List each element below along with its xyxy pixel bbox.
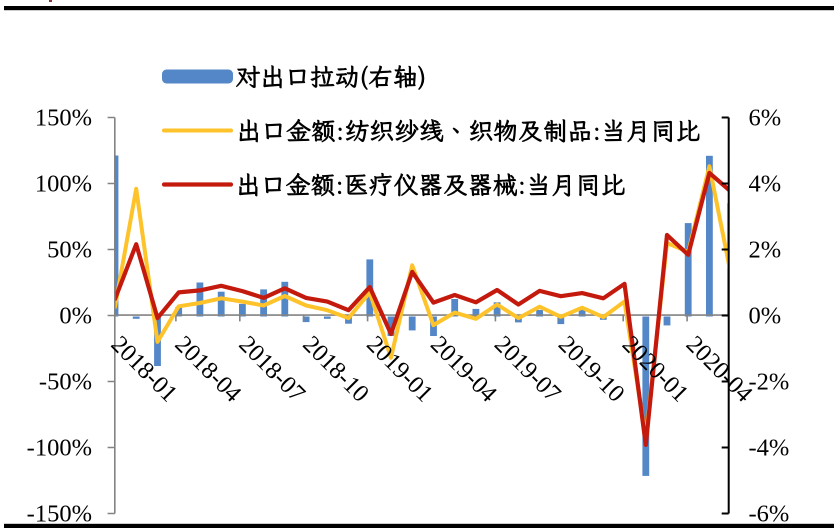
svg-text:-2%: -2%: [749, 369, 790, 396]
svg-text:4%: 4%: [749, 171, 782, 198]
svg-text:6%: 6%: [749, 105, 782, 132]
svg-text:-150%: -150%: [27, 501, 92, 528]
svg-text:-6%: -6%: [749, 501, 790, 528]
svg-text:100%: 100%: [35, 171, 92, 198]
svg-text:2%: 2%: [749, 237, 782, 264]
svg-text:-4%: -4%: [749, 435, 790, 462]
svg-text:-100%: -100%: [27, 435, 92, 462]
svg-text:50%: 50%: [47, 237, 92, 264]
svg-text:150%: 150%: [35, 105, 92, 132]
svg-text:0%: 0%: [749, 303, 782, 330]
svg-text:0%: 0%: [59, 303, 92, 330]
svg-text:-50%: -50%: [39, 369, 92, 396]
